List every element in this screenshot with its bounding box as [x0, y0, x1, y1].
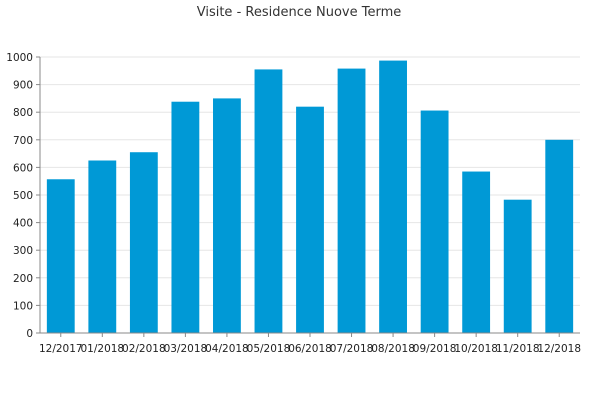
bar-03/2018 [171, 101, 200, 333]
y-tick-labels: 0 100 200 300 400 500 600 700 800 900 1000 [6, 52, 40, 340]
bar-06/2018 [296, 106, 324, 334]
x-tick-label: 04/2018 [205, 343, 249, 355]
y-tick-label: 900 [13, 80, 33, 92]
y-tick-label: 800 [13, 107, 33, 119]
y-tick-label: 200 [13, 273, 33, 285]
bars [46, 60, 574, 334]
x-tick-label: 07/2018 [330, 343, 374, 355]
x-tick-label: 06/2018 [288, 343, 332, 355]
chart-title: Visite - Residence Nuove Terme [197, 5, 402, 20]
y-tick-label: 600 [13, 162, 33, 174]
x-tick-label: 05/2018 [247, 343, 291, 355]
y-tick-label: 700 [13, 135, 33, 147]
bar-09/2018 [420, 110, 449, 333]
y-tick-label: 100 [13, 300, 33, 312]
bar-10/2018 [462, 171, 491, 333]
bar-12/2018 [545, 139, 574, 333]
bar-11/2018 [503, 199, 532, 333]
x-tick-label: 02/2018 [122, 343, 166, 355]
x-tick-label: 09/2018 [413, 343, 457, 355]
bar-07/2018 [337, 68, 366, 333]
bar-05/2018 [254, 69, 283, 334]
bar-02/2018 [129, 152, 158, 333]
x-tick-label: 10/2018 [454, 343, 498, 355]
x-tick-label: 12/2017 [39, 343, 83, 355]
y-tick-label: 400 [13, 218, 33, 230]
x-tick-label: 08/2018 [371, 343, 415, 355]
y-tick-label: 0 [26, 328, 33, 340]
x-tick-label: 11/2018 [496, 343, 540, 355]
x-tick-label: 01/2018 [80, 343, 124, 355]
y-tick-label: 500 [13, 190, 33, 202]
x-tick-label: 03/2018 [164, 343, 208, 355]
bar-08/2018 [379, 60, 407, 333]
y-tick-label: 1000 [6, 52, 33, 64]
bar-12/2017 [46, 179, 75, 333]
y-tick-label: 300 [13, 245, 33, 257]
x-tick-labels: 12/201701/201802/201803/201804/201805/20… [39, 333, 581, 355]
bar-04/2018 [213, 98, 241, 334]
x-tick-label: 12/2018 [537, 343, 581, 355]
bar-01/2018 [88, 160, 117, 333]
